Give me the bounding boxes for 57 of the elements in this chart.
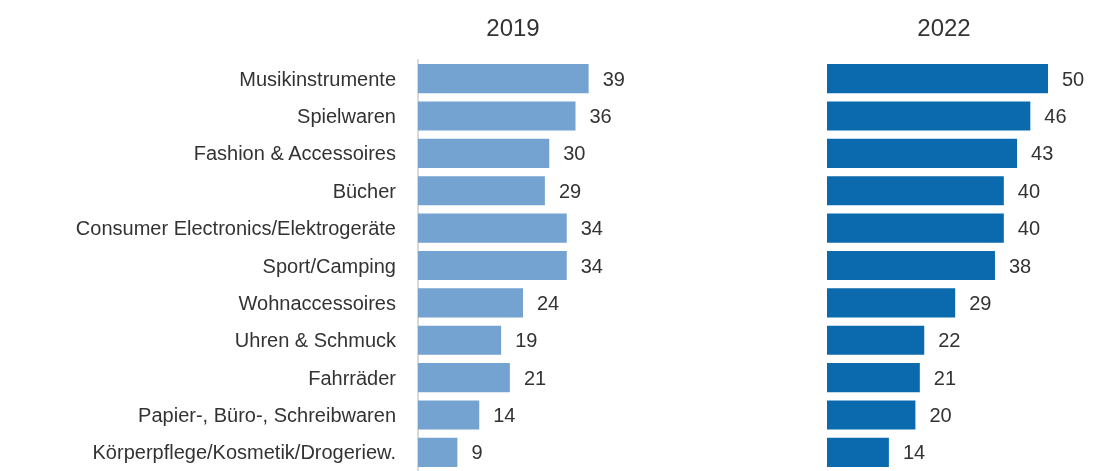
bar [827,213,1004,243]
bar [827,250,995,281]
bar [827,437,889,467]
bar [827,64,1048,94]
data-label: 46 [1044,105,1067,128]
data-label: 30 [563,142,586,165]
data-label: 43 [1031,142,1054,165]
y-tick-label: Fahrräder [308,366,397,389]
bar [418,101,576,131]
bar [827,138,1018,168]
y-tick-label: Wohnaccessoires [238,291,396,314]
data-label: 9 [471,441,483,464]
data-label: 21 [933,366,957,389]
data-label: 24 [537,291,560,314]
data-label: 36 [589,105,612,128]
y-tick-label: Consumer Electronics/Elektrogeräte [75,217,396,240]
y-tick-label: Papier-, Büro-, Schreibwaren [138,403,396,426]
bar [827,288,956,318]
bar [418,213,567,243]
y-tick-label: Körperpflege/Kosmetik/Drogeriew. [92,441,396,464]
data-label: 39 [602,67,625,90]
bar [827,325,925,355]
bar [827,363,920,393]
y-tick-label: Spielwaren [297,105,396,128]
chart-title: 2019 [486,13,540,41]
data-label: 14 [493,403,516,426]
y-tick-label: Bücher [332,179,397,202]
y-tick-label: Fashion & Accessoires [193,142,396,165]
bar [418,363,510,393]
data-label: 34 [580,217,603,240]
data-label: 40 [1017,179,1041,202]
data-label: 34 [580,254,603,277]
bar [418,437,458,467]
bar [418,64,589,94]
data-label: 29 [558,179,582,202]
data-label: 14 [902,441,926,464]
y-tick-label: Musikinstrumente [239,67,396,90]
data-label: 40 [1017,217,1041,240]
y-tick-label: Uhren & Schmuck [234,329,397,352]
bar [418,288,523,318]
bar [827,400,916,430]
bar [827,101,1031,131]
bar [418,176,545,206]
data-label: 21 [523,366,547,389]
data-label: 29 [969,291,992,314]
y-tick-label: Sport/Camping [262,254,396,277]
bar [418,325,502,355]
bar [418,400,480,430]
bar [418,138,550,168]
bar [827,176,1004,206]
data-label: 19 [515,329,538,352]
data-label: 20 [929,403,952,426]
bar [418,250,567,281]
data-label: 22 [938,329,961,352]
data-label: 38 [1008,254,1032,277]
chart-title: 2022 [917,13,971,41]
data-label: 50 [1062,67,1085,90]
